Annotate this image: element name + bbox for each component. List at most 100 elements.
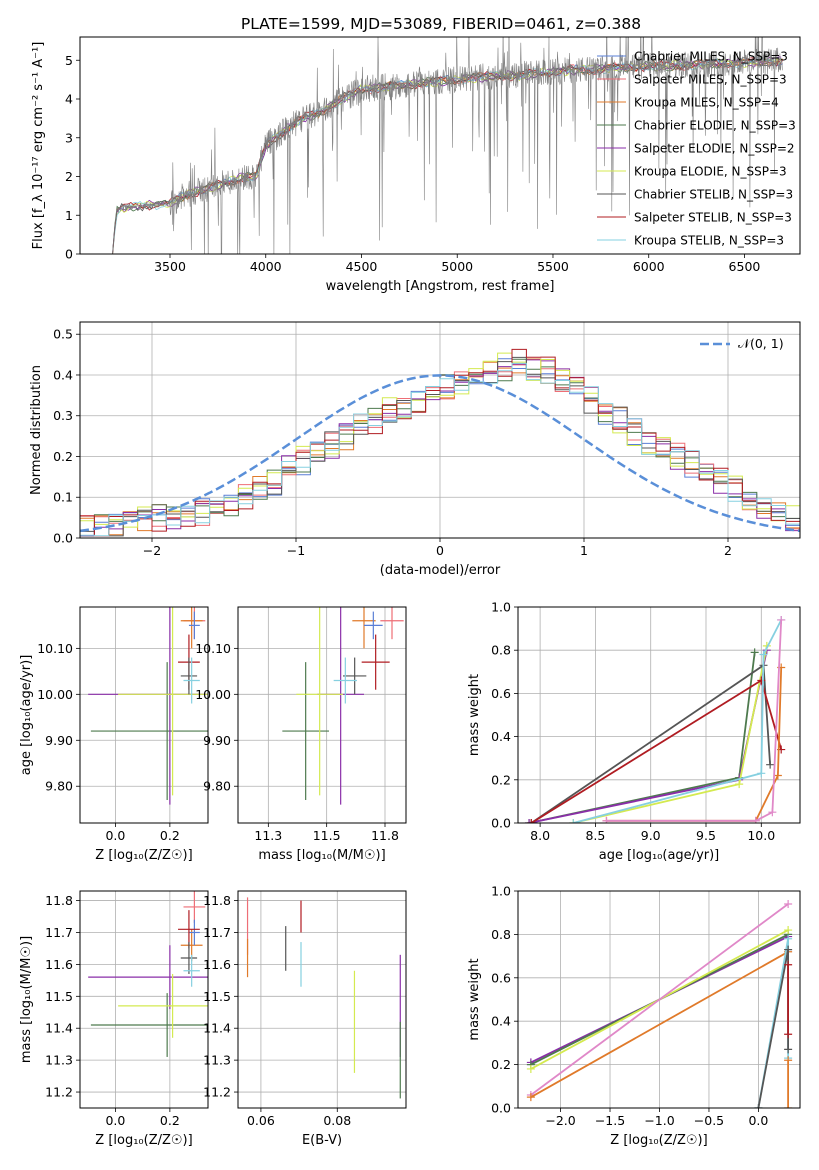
weight-line-pink bbox=[530, 903, 789, 1096]
weight-marker bbox=[784, 960, 793, 969]
y-tick-label: 10.10 bbox=[195, 641, 231, 656]
y-tick-label: 9.90 bbox=[203, 733, 231, 748]
z_weight-plot-area bbox=[526, 900, 793, 1108]
y-tick-label: 2 bbox=[65, 169, 73, 184]
observed-spectrum bbox=[112, 37, 783, 254]
y-tick-label: 4 bbox=[65, 92, 73, 107]
y-axis-label: Flux [f_λ 10⁻¹⁷ erg cm⁻² s⁻¹ A⁻¹] bbox=[31, 42, 46, 250]
x-tick-label: 5000 bbox=[441, 259, 473, 274]
y-tick-label: 0.8 bbox=[491, 927, 511, 942]
y-tick-label: 0.5 bbox=[53, 327, 73, 342]
x-tick-label: 6000 bbox=[633, 259, 665, 274]
weight-line-pink bbox=[606, 619, 783, 822]
y-tick-label: 0.8 bbox=[491, 643, 511, 658]
legend-label: Salpeter STELIB, N_SSP=3 bbox=[634, 211, 792, 225]
x-tick-label: 0.2 bbox=[160, 1113, 180, 1128]
weight-marker bbox=[784, 1030, 793, 1039]
x-axis-label: Z [log₁₀(Z/Z☉)] bbox=[610, 1133, 707, 1148]
spectrum-panel: 3500 4000 4500 5000 5500 6000 6500 0 1 2 3 4 5 wavele… bbox=[31, 36, 801, 294]
z_age-axes: 0.0 0.2 9.80 9.90 10.00 10.10 Z [log₁₀(Z/Z☉)] a… bbox=[19, 606, 209, 863]
histogram-kroupa_stelib bbox=[80, 362, 800, 538]
y-tick-label: 9.80 bbox=[45, 779, 73, 794]
y-tick-label: 10.00 bbox=[195, 687, 231, 702]
axes-frame bbox=[517, 890, 801, 1109]
x-tick-label: 9.0 bbox=[641, 828, 661, 843]
y-tick-label: 11.3 bbox=[203, 1053, 231, 1068]
weight-marker bbox=[784, 900, 793, 909]
y-tick-label: 11.4 bbox=[45, 1021, 73, 1036]
y-tick-label: 0.4 bbox=[53, 367, 73, 382]
y-tick-label: 10.10 bbox=[37, 641, 73, 656]
y-tick-label: 11.8 bbox=[203, 893, 231, 908]
y-tick-label: 11.8 bbox=[45, 893, 73, 908]
y-tick-label: 3 bbox=[65, 130, 73, 145]
z_weight-panel: −2.0 −1.5 −1.0 −0.5 0.0 0.0 0.2 0.4 0.6 0.8 1.0 Z [… bbox=[467, 884, 801, 1148]
y-tick-label: 0.0 bbox=[491, 1101, 511, 1116]
x-axis-label: age [log₁₀(age/yr)] bbox=[599, 848, 720, 863]
y-tick-label: 11.5 bbox=[203, 989, 231, 1004]
y-axis-label: mass [log₁₀(M/M☉)] bbox=[19, 936, 34, 1063]
y-tick-label: 1.0 bbox=[491, 884, 511, 899]
weight-marker bbox=[757, 769, 766, 778]
weight-marker bbox=[784, 1104, 793, 1108]
legend: 𝒩(0, 1) bbox=[700, 336, 784, 351]
y-tick-label: 11.2 bbox=[203, 1085, 231, 1100]
legend-label: Chabrier ELODIE, N_SSP=3 bbox=[634, 119, 796, 133]
legend-label: Kroupa STELIB, N_SSP=3 bbox=[634, 234, 784, 248]
weight-marker bbox=[757, 676, 766, 685]
weight-marker bbox=[751, 816, 760, 823]
y-tick-label: 11.3 bbox=[45, 1053, 73, 1068]
weight-marker bbox=[784, 1056, 793, 1065]
x-tick-label: 8.0 bbox=[530, 828, 550, 843]
x-axis-label: (data-model)/error bbox=[380, 563, 501, 578]
y-tick-label: 0.2 bbox=[491, 1057, 511, 1072]
y-tick-label: 11.6 bbox=[45, 957, 73, 972]
legend-label: Kroupa MILES, N_SSP=4 bbox=[634, 96, 779, 110]
y-tick-label: 11.7 bbox=[203, 925, 231, 940]
weight-marker bbox=[784, 934, 793, 943]
weight-marker bbox=[784, 945, 793, 954]
ebv_mass-plot-area bbox=[246, 897, 401, 1099]
weight-marker bbox=[569, 819, 578, 823]
histogram-salpeter_stelib bbox=[80, 348, 800, 538]
y-tick-label: 0.4 bbox=[491, 1014, 511, 1029]
age_weight-plot-area bbox=[525, 615, 786, 823]
weight-line-chabrier_stelib bbox=[757, 949, 789, 1108]
x-tick-label: 11.5 bbox=[313, 828, 341, 843]
y-tick-label: 11.7 bbox=[45, 925, 73, 940]
axes-frame bbox=[237, 890, 407, 1109]
x-tick-label: −2.0 bbox=[545, 1113, 575, 1128]
axes-frame bbox=[79, 36, 801, 255]
weight-line-chabrier_elodie bbox=[528, 652, 756, 823]
y-tick-label: 0.0 bbox=[53, 531, 73, 546]
legend-label: Salpeter ELODIE, N_SSP=2 bbox=[634, 142, 795, 156]
x-tick-label: 0.0 bbox=[105, 1113, 125, 1128]
y-tick-label: 1 bbox=[65, 208, 73, 223]
axes-frame bbox=[517, 606, 801, 824]
axes-frame bbox=[79, 606, 209, 824]
axes-frame bbox=[237, 606, 407, 824]
y-axis-label: age [log₁₀(age/yr)] bbox=[19, 655, 34, 776]
ebv_mass-axes: 0.06 0.08 11.2 11.3 11.4 11.5 11.6 11.7 11.8 E(B-… bbox=[203, 890, 407, 1148]
y-tick-label: 11.4 bbox=[203, 1021, 231, 1036]
x-tick-label: 0.0 bbox=[105, 828, 125, 843]
residuals-axes: −2 −1 0 1 2 0.0 0.1 0.2 0.3 0.4 0.5 (data-model)/er… bbox=[29, 321, 801, 578]
x-tick-label: 8.5 bbox=[585, 828, 605, 843]
y-tick-label: 0.0 bbox=[491, 816, 511, 831]
x-tick-label: −2 bbox=[143, 543, 161, 558]
spectrum-axes: 3500 4000 4500 5000 5500 6000 6500 0 1 2 3 4 5 wavele… bbox=[31, 36, 801, 294]
x-tick-label: −1 bbox=[287, 543, 305, 558]
z_age-plot-area bbox=[88, 607, 208, 805]
z_weight-axes: −2.0 −1.5 −1.0 −0.5 0.0 0.0 0.2 0.4 0.6 0.8 1.0 Z [… bbox=[467, 884, 801, 1148]
mass_age-axes: 11.3 11.5 11.8 9.80 9.90 10.00 10.10 mass [log₁… bbox=[195, 606, 407, 863]
x-tick-label: 0.0 bbox=[748, 1113, 768, 1128]
x-axis-label: Z [log₁₀(Z/Z☉)] bbox=[95, 848, 192, 863]
weight-marker bbox=[527, 819, 536, 823]
legend-label: Salpeter MILES, N_SSP=3 bbox=[634, 73, 787, 87]
y-tick-label: 1.0 bbox=[491, 600, 511, 615]
y-tick-label: 11.5 bbox=[45, 989, 73, 1004]
ebv_mass-panel: 0.06 0.08 11.2 11.3 11.4 11.5 11.6 11.7 11.8 E(B-… bbox=[203, 890, 407, 1148]
x-tick-label: 0.06 bbox=[247, 1113, 275, 1128]
legend: Chabrier MILES, N_SSP=3 Salpeter MILES, N… bbox=[597, 50, 796, 248]
x-tick-label: 0 bbox=[436, 543, 444, 558]
